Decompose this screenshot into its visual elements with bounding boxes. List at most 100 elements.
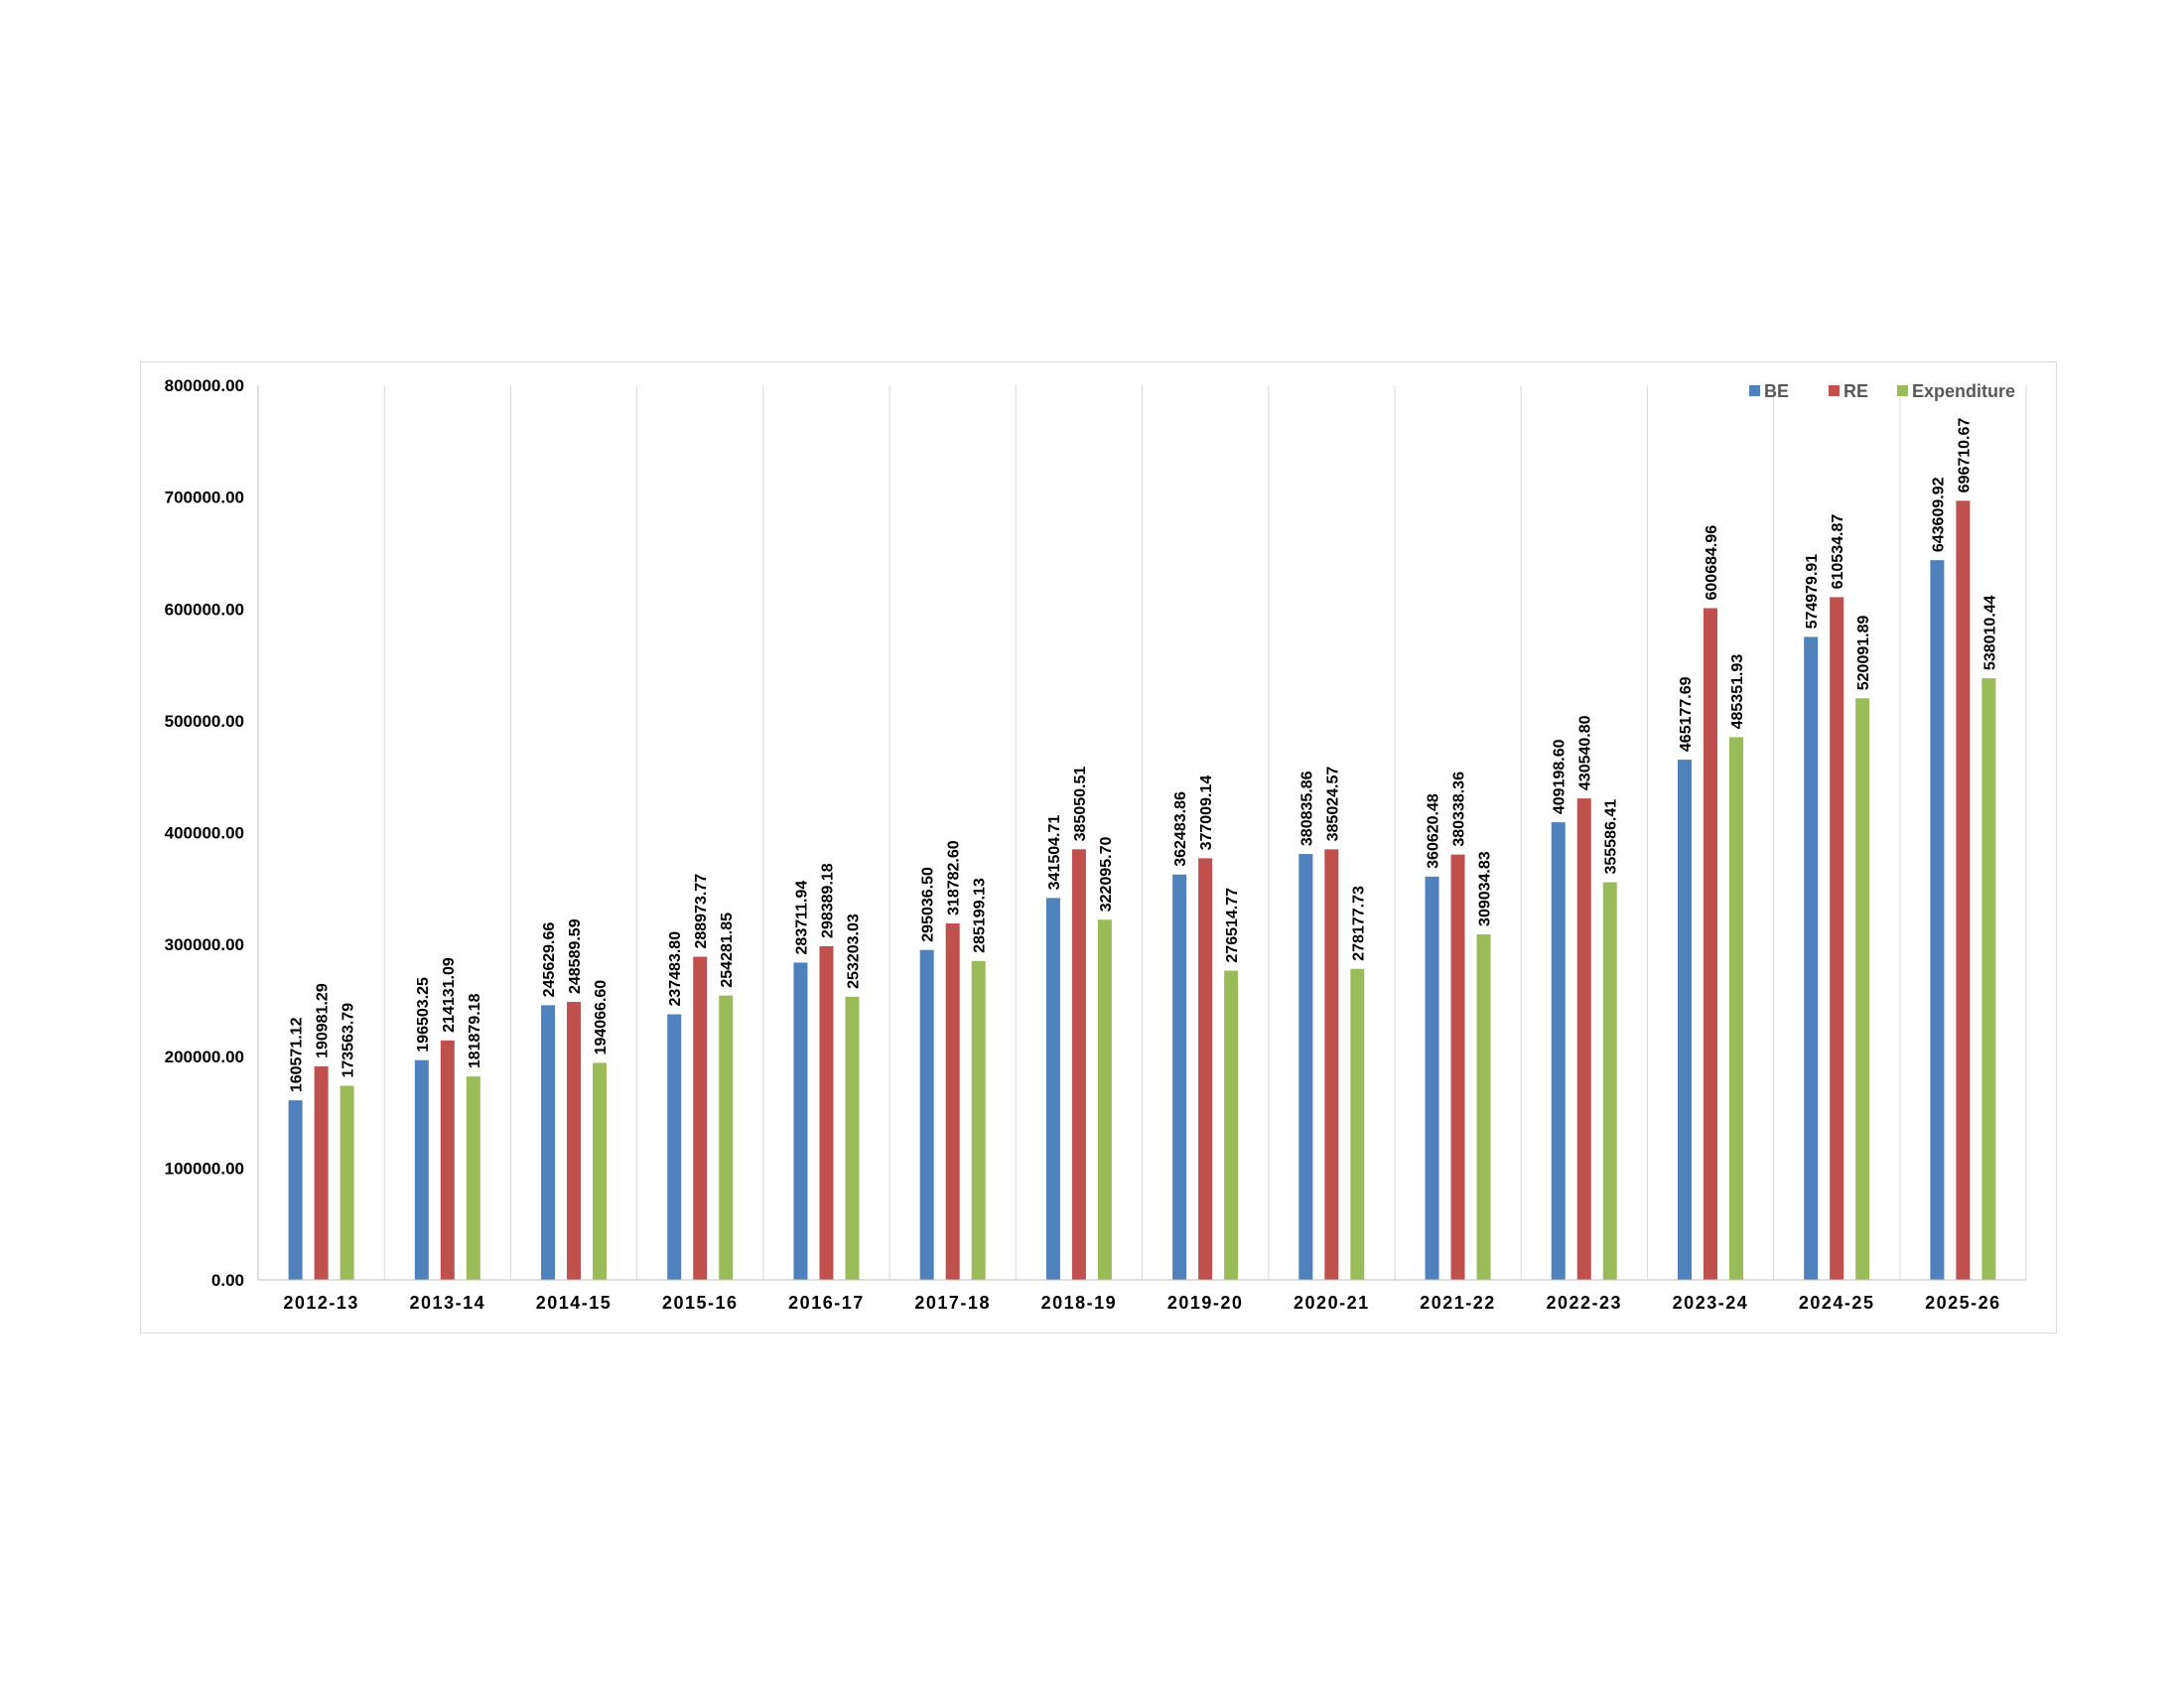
x-tick-label: 2022-23 xyxy=(1546,1293,1622,1313)
legend-label: RE xyxy=(1843,381,1868,401)
data-label: 385050.51 xyxy=(1072,767,1089,842)
data-label: 190981.29 xyxy=(315,983,332,1058)
bar-expenditure xyxy=(466,1076,480,1280)
data-label: 465177.69 xyxy=(1678,676,1695,752)
data-label: 696710.67 xyxy=(1956,418,1973,493)
x-tick-label: 2018-19 xyxy=(1041,1293,1118,1313)
y-tick-label: 500000.00 xyxy=(165,712,244,731)
data-label: 430540.80 xyxy=(1577,715,1594,790)
data-label: 309034.83 xyxy=(1477,851,1494,926)
bar-be xyxy=(919,949,934,1280)
bar-expenditure xyxy=(845,996,860,1280)
bar-expenditure xyxy=(340,1085,354,1280)
bar-expenditure xyxy=(1602,882,1617,1280)
x-tick-label: 2024-25 xyxy=(1799,1293,1875,1313)
data-label: 160571.12 xyxy=(289,1017,306,1092)
bar-chart: 160571.12 196503.25 245629.66 237483.80 2837… xyxy=(165,376,2027,1313)
bar-be xyxy=(1045,898,1060,1280)
bars xyxy=(288,500,1996,1280)
legend-label: BE xyxy=(1764,381,1789,401)
y-tick-label: 0.00 xyxy=(211,1271,244,1290)
data-label: 285199.13 xyxy=(972,878,989,953)
bar-expenditure xyxy=(971,960,986,1280)
data-label: 194066.60 xyxy=(593,980,610,1055)
bar-re xyxy=(1324,849,1339,1280)
data-label: 237483.80 xyxy=(667,931,684,1007)
bar-be xyxy=(1804,636,1819,1280)
x-tick-label: 2016-17 xyxy=(788,1293,865,1313)
bar-be xyxy=(1298,854,1313,1280)
x-tick-label: 2025-26 xyxy=(1925,1293,2001,1313)
data-label: 362483.86 xyxy=(1172,791,1189,867)
legend: BE RE Expenditure xyxy=(1749,381,2015,401)
data-label: 181879.18 xyxy=(467,993,483,1068)
legend-item-expenditure: Expenditure xyxy=(1897,381,2015,401)
bar-re xyxy=(440,1040,455,1280)
axes: 0.00 100000.00 200000.00 300000.00 400000.00… xyxy=(165,376,2026,1313)
bar-be xyxy=(541,1005,556,1280)
bar-be xyxy=(1551,822,1566,1280)
data-label: 360620.48 xyxy=(1426,793,1442,869)
x-tick-label: 2023-24 xyxy=(1673,1293,1749,1313)
bar-expenditure xyxy=(1350,968,1365,1280)
bar-expenditure xyxy=(1097,919,1112,1280)
data-label: 298389.18 xyxy=(819,863,836,938)
data-label: 283711.94 xyxy=(793,881,810,955)
data-labels: 160571.12 196503.25 245629.66 237483.80 2837… xyxy=(289,418,1999,1093)
x-tick-label: 2014-15 xyxy=(536,1293,613,1313)
bar-expenditure xyxy=(1224,970,1239,1280)
bar-be xyxy=(793,962,808,1280)
data-label: 276514.77 xyxy=(1224,888,1241,963)
bar-be xyxy=(1172,874,1187,1280)
data-label: 520091.89 xyxy=(1855,616,1872,691)
bar-re xyxy=(1198,858,1213,1280)
data-label: 318782.60 xyxy=(946,840,963,915)
bar-re xyxy=(314,1065,329,1280)
bar-be xyxy=(288,1100,303,1280)
data-label: 355586.41 xyxy=(1603,799,1620,875)
bar-re xyxy=(1450,854,1465,1280)
bar-re xyxy=(1956,500,1971,1280)
y-tick-label: 800000.00 xyxy=(165,376,244,395)
x-tick-label: 2020-21 xyxy=(1294,1293,1370,1313)
bar-expenditure xyxy=(1476,933,1491,1280)
data-label: 341504.71 xyxy=(1046,815,1063,891)
y-tick-label: 200000.00 xyxy=(165,1048,244,1066)
data-label: 600684.96 xyxy=(1704,525,1720,601)
data-label: 409198.60 xyxy=(1552,739,1569,814)
data-label: 214131.09 xyxy=(441,957,458,1033)
data-label: 278177.73 xyxy=(1350,886,1367,961)
data-label: 248589.59 xyxy=(567,918,584,994)
chart-frame: 160571.12 196503.25 245629.66 237483.80 2837… xyxy=(140,361,2057,1334)
bar-re xyxy=(1576,798,1591,1280)
y-tick-label: 100000.00 xyxy=(165,1159,244,1178)
legend-item-be: BE xyxy=(1749,381,1789,401)
legend-label: Expenditure xyxy=(1912,381,2015,401)
bar-re xyxy=(567,1002,582,1280)
bar-expenditure xyxy=(1728,737,1743,1280)
data-label: 377009.14 xyxy=(1198,775,1215,851)
bar-be xyxy=(1677,760,1692,1280)
x-tick-label: 2012-13 xyxy=(283,1293,359,1313)
bar-re xyxy=(819,945,834,1280)
data-label: 485351.93 xyxy=(1729,654,1746,730)
y-tick-label: 700000.00 xyxy=(165,489,244,507)
data-label: 380338.36 xyxy=(1451,772,1468,847)
data-label: 538010.44 xyxy=(1981,595,1998,670)
grid-lines xyxy=(383,385,2027,1280)
bar-be xyxy=(667,1014,682,1280)
data-label: 322095.70 xyxy=(1098,837,1115,913)
data-label: 254281.85 xyxy=(719,913,736,988)
x-tick-label: 2013-14 xyxy=(410,1293,486,1313)
x-tick-label: 2019-20 xyxy=(1167,1293,1244,1313)
data-label: 385024.57 xyxy=(1324,767,1341,842)
x-tick-label: 2017-18 xyxy=(914,1293,991,1313)
y-tick-label: 600000.00 xyxy=(165,600,244,619)
bar-expenditure xyxy=(1981,678,1996,1280)
bar-re xyxy=(945,922,960,1280)
data-label: 288973.77 xyxy=(693,874,710,949)
legend-swatch xyxy=(1897,385,1908,396)
data-label: 173563.79 xyxy=(341,1003,357,1078)
y-tick-label: 300000.00 xyxy=(165,935,244,954)
x-tick-label: 2015-16 xyxy=(662,1293,739,1313)
